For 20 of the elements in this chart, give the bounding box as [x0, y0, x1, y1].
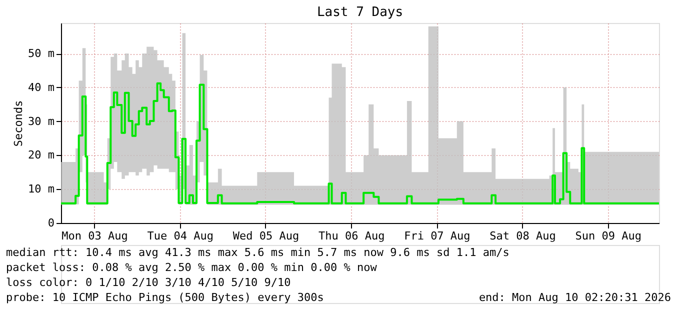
y-tick-label: 20 m [28, 148, 55, 162]
text: loss color: 0 1/10 2/10 3/10 4/10 5/10 9/10 [6, 276, 291, 289]
y-tick-label: 40 m [28, 80, 55, 94]
y-axis-title: Seconds [12, 100, 26, 147]
x-tick-label: Sat 08 Aug [490, 230, 556, 242]
y-tick-label: 30 m [28, 114, 55, 128]
y-tick-label: 50 m [28, 47, 55, 60]
x-tick-label: Sun 09 Aug [575, 230, 642, 242]
text: probe: 10 ICMP Echo Pings (500 Bytes) every 300s [6, 291, 324, 304]
y-tick-label: 0 [48, 216, 54, 230]
chart-title: Last 7 Days [316, 5, 404, 20]
text: median rtt: 10.4 ms avg 41.3 ms max 5.6 ms min 5.7 ms now 9.6 ms sd 1.1 am/s [6, 246, 510, 259]
y-tick-label: 10 m [28, 182, 55, 196]
x-tick-label: Wed 05 Aug [232, 230, 300, 242]
x-tick-label: Tue 04 Aug [147, 230, 214, 242]
text: end: Mon Aug 10 02:20:31 2026 [478, 291, 671, 304]
x-tick-label: Fri 07 Aug [404, 230, 470, 242]
x-tick-label: Thu 06 Aug [318, 230, 385, 242]
x-tick-label: Mon 03 Aug [62, 230, 128, 242]
text: packet loss: 0.08 % avg 2.50 % max 0.00 % min 0.00 % now [6, 261, 378, 274]
